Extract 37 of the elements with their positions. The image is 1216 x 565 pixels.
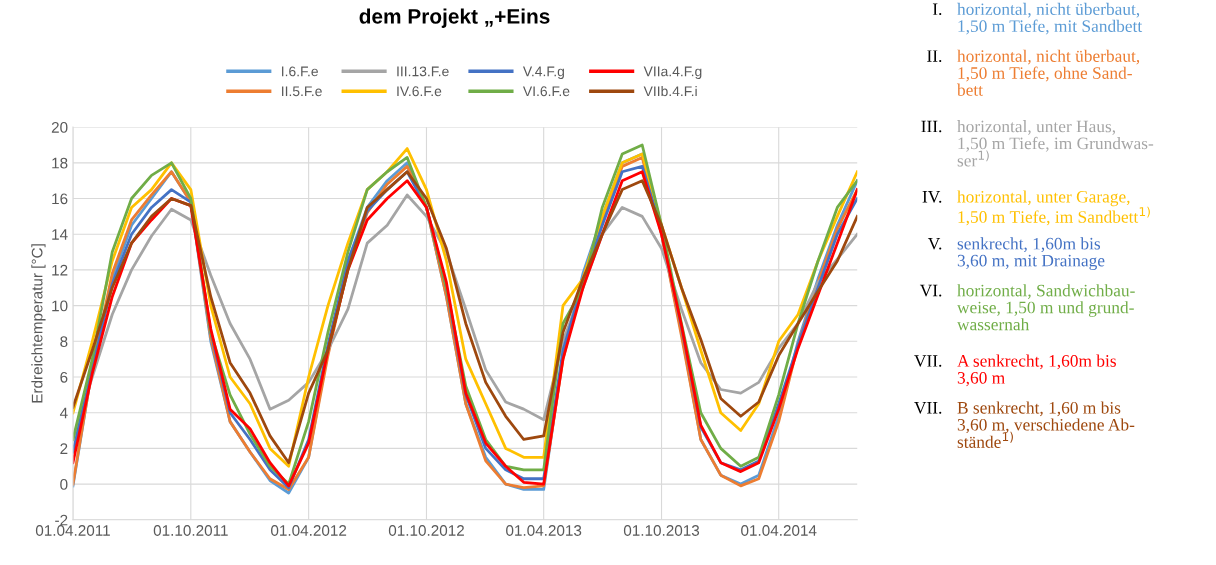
legend-label: II.5.F.e — [282, 86, 322, 97]
text: II. horizontal, nicht überbaut, 1,50 m Tiefe, ohne Sand- bett — [927, 49, 1140, 96]
text: I. horizontal, nicht überbaut, 1,50 m Tiefe, mit Sandbett — [932, 2, 1143, 35]
text: VII. A senkrecht, 1,60m bis 3,60 m — [914, 354, 1116, 387]
y-tick-label: -2 — [55, 514, 68, 526]
y-tick-label: 8 — [60, 336, 68, 347]
legend-label: VIIb.4.F.i — [643, 85, 697, 97]
y-tick-label: 0 — [60, 478, 68, 490]
y-tick-label: 20 — [51, 121, 68, 133]
y-tick-label: 18 — [52, 157, 68, 169]
y-tick-label: 4 — [59, 407, 68, 419]
legend-label: III.13.F.e — [397, 66, 449, 77]
x-tick-label: 01.10.2011 — [153, 525, 228, 536]
x-tick-label: 01.04.2012 — [271, 525, 347, 536]
legend-label: VIIa.4.F.g — [643, 66, 702, 80]
text: V. senkrecht, 1,60m bis 3,60 m, mit Drainage — [927, 237, 1105, 271]
text: IV. horizontal, unter Garage, 1,50 m Tiefe, im Sandbett$^{1)}$ — [922, 190, 1150, 226]
x-tick-label: 01.10.2013 — [623, 525, 700, 536]
chart-title: dem Projekt „+Eins — [359, 8, 550, 28]
legend-label: VI.6.F.e — [522, 86, 570, 97]
y-tick-label: 6 — [60, 371, 68, 383]
x-tick-label: 01.04.2013 — [506, 525, 582, 536]
x-tick-label: 01.10.2012 — [388, 525, 464, 536]
y-axis-title: Erdreichtemperatur [°C] — [31, 244, 46, 403]
y-tick-label: 16 — [52, 193, 68, 205]
text: VI. horizontal, Sandwichbau- weise, 1,50 m und grund- wassernah — [919, 284, 1135, 331]
legend-label: V.4.F.g — [522, 66, 564, 80]
y-tick-label: 2 — [60, 443, 68, 454]
text: VII. B senkrecht, 1,60 m bis 3,60 m, verschiedene Ab- stände$^{1)}$ — [914, 401, 1135, 448]
y-tick-label: 14 — [52, 229, 68, 240]
y-tick-label: 10 — [52, 300, 68, 312]
y-tick-label: 12 — [52, 264, 68, 276]
text: III. horizontal, unter Haus, 1,50 m Tiefe, im Grundwas- ser$^{1)}$ — [921, 120, 1154, 167]
x-tick-label: 01.04.2014 — [741, 525, 817, 536]
x-tick-label: 01.04.2011 — [35, 525, 110, 536]
legend-label: IV.6.F.e — [397, 86, 442, 97]
legend-label: I.6.F.e — [282, 66, 318, 77]
